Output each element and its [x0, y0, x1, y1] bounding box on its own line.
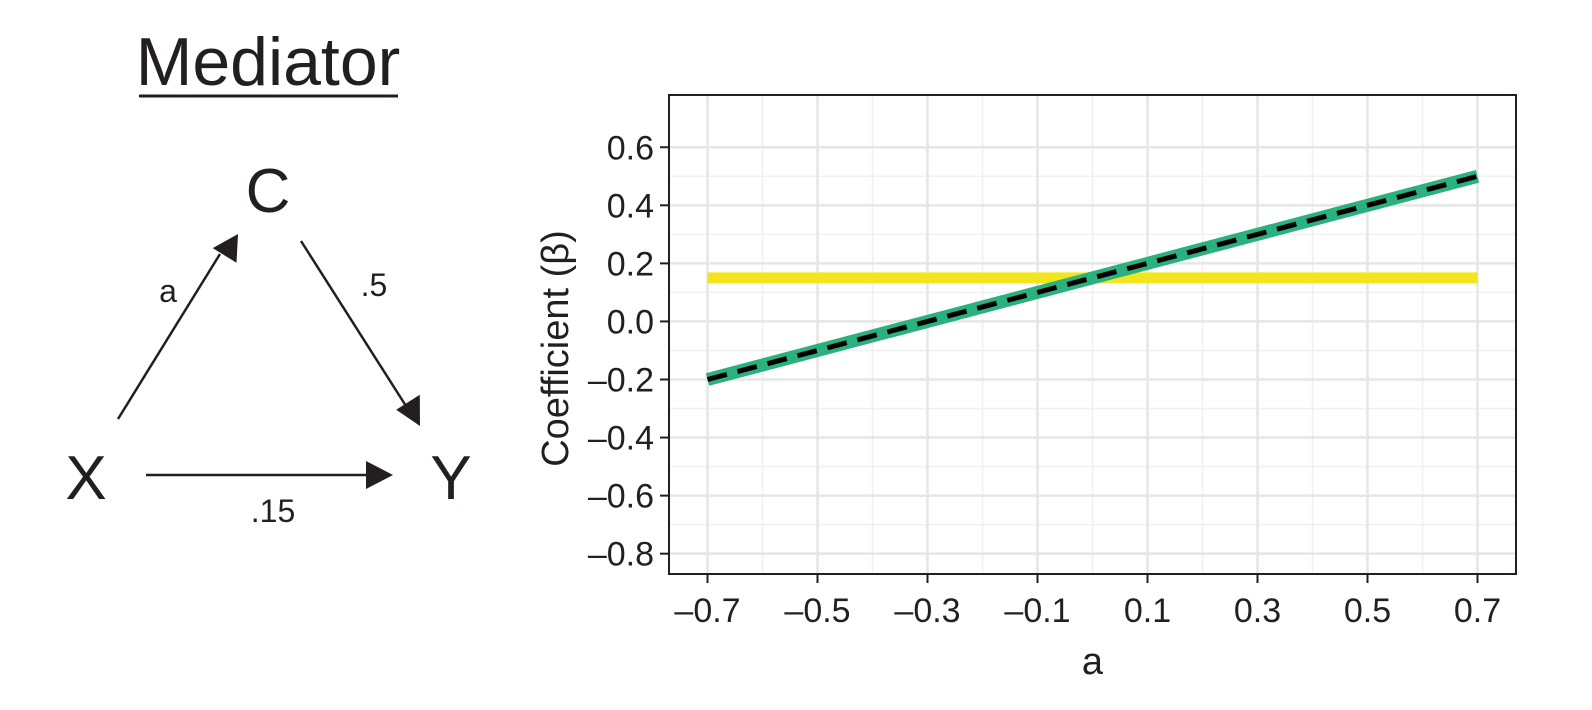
node-x: X — [65, 444, 106, 513]
y-tick-label: 0.2 — [607, 245, 654, 283]
x-tick-label: –0.5 — [784, 592, 850, 630]
node-c: C — [246, 157, 291, 226]
arrowhead-x-to-y — [366, 461, 393, 489]
edge-label-x-to-y: .15 — [251, 493, 295, 529]
diagram-title: Mediator — [136, 24, 401, 100]
plot-border — [668, 94, 1517, 575]
edge-x-to-c — [116, 253, 222, 420]
x-tick-label: –0.1 — [1004, 592, 1070, 630]
y-tick-label: 0.6 — [607, 129, 654, 167]
x-tick-label: 0.3 — [1234, 592, 1281, 630]
y-tick-label: 0.4 — [607, 187, 654, 225]
y-axis-ticks: 0.6 0.4 0.2 0.0 –0.2 –0.4 –0.6 –0.8 — [588, 129, 669, 574]
series-layer — [705, 170, 1480, 386]
x-tick-label: 0.7 — [1454, 592, 1501, 630]
x-tick-label: –0.7 — [674, 592, 740, 630]
grid-major — [669, 95, 1516, 574]
x-tick-label: –0.3 — [894, 592, 960, 630]
grid-minor — [669, 95, 1516, 574]
series-line-3 — [706, 173, 1479, 382]
x-tick-label: 0.5 — [1344, 592, 1391, 630]
arrowhead-x-to-c — [212, 234, 238, 263]
coefficient-chart: –0.7 –0.5 –0.3 –0.1 0.1 0.3 0.5 0.7 0.60.40.20.… — [535, 94, 1517, 683]
y-tick-label: –0.4 — [588, 420, 654, 458]
y-axis-label: Coefficient (β) — [535, 230, 577, 467]
edge-c-to-y — [299, 240, 408, 407]
x-axis-ticks: –0.7 –0.5 –0.3 –0.1 0.1 0.3 0.5 0.7 — [674, 574, 1501, 630]
mediator-diagram: Mediator C X Y a .5 .15 — [65, 24, 471, 529]
y-tick-label: –0.8 — [588, 536, 654, 574]
y-tick-label: –0.2 — [588, 361, 654, 399]
x-axis-label: a — [1082, 641, 1104, 683]
y-tick-label: –0.6 — [588, 478, 654, 516]
edge-label-c-to-y: .5 — [361, 267, 388, 303]
y-tick-label: 0.0 — [607, 303, 654, 341]
node-y: Y — [430, 444, 471, 513]
edge-label-x-to-c: a — [159, 273, 177, 309]
arrowhead-c-to-y — [396, 394, 420, 426]
x-tick-label: 0.1 — [1124, 592, 1171, 630]
